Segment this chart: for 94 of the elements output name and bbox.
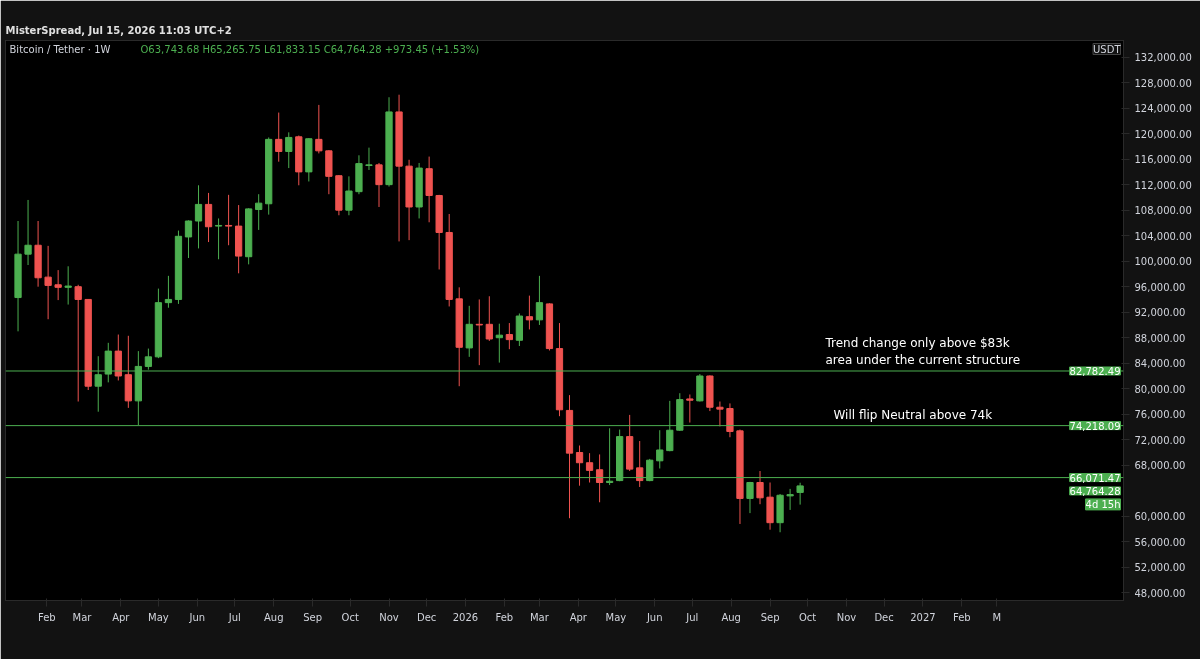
- candlestick: [686, 393, 694, 424]
- x-tick-label: 2027: [910, 611, 936, 623]
- candlestick: [74, 284, 82, 402]
- y-tick-label: 80,000.00: [1134, 383, 1186, 395]
- x-tick-label: Feb: [38, 611, 56, 623]
- y-tick-label: 72,000.00: [1134, 434, 1186, 446]
- y-tick-label: 124,000.00: [1134, 103, 1192, 115]
- x-tick-label: May: [148, 611, 169, 623]
- x-tick-label: Oct: [799, 611, 817, 623]
- x-tick-label: Jun: [645, 611, 663, 623]
- candlestick: [475, 298, 483, 366]
- candlestick: [465, 305, 473, 358]
- x-tick-label: Nov: [836, 611, 857, 623]
- y-tick-label: 120,000.00: [1134, 128, 1192, 140]
- candlestick: [636, 440, 644, 488]
- candlestick: [656, 429, 664, 469]
- candlestick: [535, 275, 544, 326]
- y-tick-label: 92,000.00: [1134, 307, 1186, 319]
- y-tick-label: 88,000.00: [1134, 332, 1186, 344]
- annotation: Trend change only above $83k area under the current structure: [824, 336, 1021, 367]
- chart-subtitle: MisterSpread, Jul 15, 2026 11:03 UTC+2: [5, 24, 232, 36]
- ref-line-label: 66,071.47: [1069, 472, 1121, 484]
- x-tick-label: Mar: [72, 611, 93, 623]
- candlestick: [726, 402, 734, 438]
- candlestick: [164, 275, 173, 309]
- candlestick: [575, 445, 584, 487]
- y-tick-label: 128,000.00: [1134, 77, 1192, 89]
- ref-line-label: 74,218.09: [1069, 420, 1121, 432]
- candlestick: [595, 453, 604, 503]
- annotation: 4d 15h: [1085, 498, 1121, 510]
- annotation: Will flip Neutral above 74k: [833, 407, 993, 422]
- x-tick-label: Feb: [952, 611, 971, 623]
- y-tick-label: 116,000.00: [1134, 154, 1192, 166]
- candlestick: [525, 295, 534, 330]
- candlestick: [54, 269, 62, 301]
- candlestick: [275, 112, 283, 163]
- candlestick: [64, 265, 72, 306]
- x-tick-label: 2026: [452, 611, 479, 623]
- x-tick-label: Oct: [341, 611, 359, 623]
- candlestick: [24, 199, 32, 266]
- candlestick: [365, 147, 373, 171]
- y-tick-label: 96,000.00: [1134, 281, 1186, 293]
- candlestick: [786, 488, 794, 511]
- y-tick-label: 100,000.00: [1134, 256, 1192, 268]
- x-tick-label: Sep: [760, 611, 780, 623]
- x-tick-label: Apr: [112, 611, 131, 623]
- y-tick-label: 108,000.00: [1134, 205, 1192, 217]
- x-tick-label: Sep: [303, 611, 323, 623]
- y-axis-title: USDT: [1093, 43, 1122, 55]
- candlestick: [44, 245, 52, 320]
- candlestick: [194, 184, 203, 249]
- candlestick: [315, 104, 323, 154]
- x-tick-label: Nov: [379, 611, 399, 623]
- candlestick: [796, 482, 804, 506]
- y-tick-label: 84,000.00: [1134, 358, 1186, 370]
- candlestick: [716, 401, 724, 427]
- candlestick: [224, 194, 233, 246]
- y-tick-label: 52,000.00: [1134, 562, 1186, 574]
- x-tick-label: Aug: [721, 611, 741, 623]
- y-tick-label: 48,000.00: [1134, 587, 1186, 599]
- y-tick-label: 104,000.00: [1134, 230, 1192, 242]
- y-tick-label: 60,000.00: [1134, 511, 1186, 523]
- x-tick-label: Jul: [227, 611, 241, 623]
- candlestick: [255, 193, 263, 231]
- x-tick-label: M: [992, 611, 1002, 623]
- candlestick: [204, 192, 213, 243]
- y-tick-label: 56,000.00: [1134, 536, 1186, 548]
- candlestick: [345, 175, 353, 216]
- annotation: 64,764.28: [1069, 485, 1121, 497]
- x-tick-label: Feb: [495, 611, 514, 623]
- y-tick-label: 76,000.00: [1134, 409, 1186, 421]
- candlestick: [375, 162, 383, 208]
- x-tick-label: Mar: [530, 611, 550, 623]
- y-tick-label: 112,000.00: [1134, 179, 1192, 191]
- candlestick: [184, 219, 193, 259]
- x-tick-label: Dec: [874, 611, 894, 623]
- x-tick-label: May: [605, 611, 627, 623]
- x-tick-label: Jun: [188, 611, 206, 623]
- candlestick: [285, 131, 293, 169]
- candlestick: [746, 481, 754, 514]
- annotation: O63,743.68 H65,265.75 L61,833.15 C64,764.28 +973.45 (+1.53%): [140, 43, 480, 55]
- x-tick-label: Aug: [263, 611, 284, 623]
- candlestick: [214, 217, 223, 260]
- y-tick-label: 68,000.00: [1134, 460, 1186, 472]
- y-tick-label: 132,000.00: [1134, 52, 1192, 64]
- candlestick: [585, 452, 594, 483]
- candlestick: [756, 470, 764, 505]
- x-tick-label: Jul: [685, 611, 699, 623]
- x-tick-label: Dec: [416, 611, 437, 623]
- x-tick-label: Apr: [569, 611, 588, 623]
- ref-line-label: 82,782.49: [1069, 366, 1121, 377]
- candlestick: [505, 322, 513, 350]
- chart-title: Bitcoin / Tether · 1W: [9, 43, 111, 55]
- candlestick: [485, 295, 493, 342]
